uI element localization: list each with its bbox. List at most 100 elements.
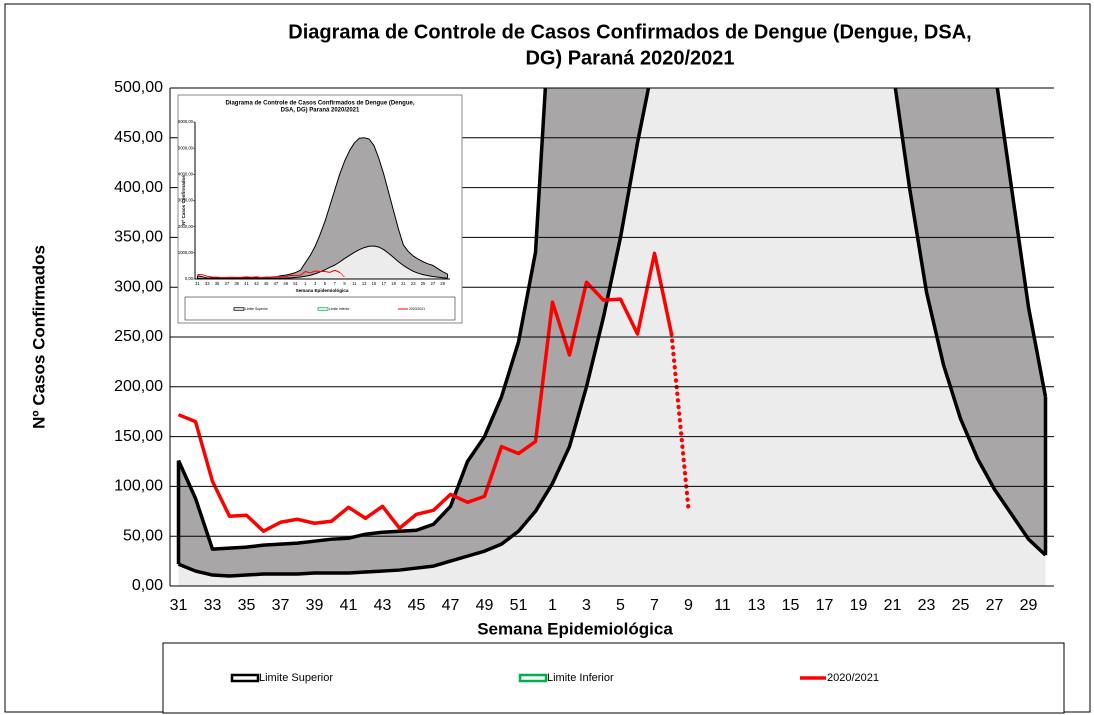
x-tick-label: 27 [431, 281, 436, 286]
legend-label: Limite Superior [259, 672, 333, 684]
x-tick-label: 13 [362, 281, 367, 286]
x-tick-label: 51 [510, 597, 528, 614]
y-axis-label: Nº Casos Confirmados [181, 175, 186, 225]
x-tick-label: 25 [421, 281, 426, 286]
x-tick-label: 29 [440, 281, 445, 286]
y-tick-label: 250,00 [114, 328, 163, 345]
x-tick-label: 19 [391, 281, 396, 286]
x-tick-label: 39 [306, 597, 324, 614]
y-tick-label: 5000,00 [178, 145, 194, 150]
x-tick-label: 33 [204, 597, 222, 614]
series-line [177, 251, 674, 533]
band-area [197, 137, 448, 279]
x-tick-label: 23 [918, 597, 936, 614]
x-tick-label: 33 [205, 281, 210, 286]
series-line-dotted [669, 331, 691, 512]
x-tick-label: 37 [225, 281, 230, 286]
x-axis-label: Semana Epidemiológica [477, 619, 673, 638]
y-tick-label: 0,00 [132, 577, 163, 594]
legend-symbol [518, 673, 548, 683]
chart-title: Diagrama de Controle de Casos Confirmado… [225, 101, 414, 107]
y-tick-label: 200,00 [114, 378, 163, 395]
x-tick-label: 47 [274, 281, 279, 286]
x-tick-label: 23 [411, 281, 416, 286]
x-tick-label: 27 [986, 597, 1004, 614]
x-tick-label: 17 [816, 597, 834, 614]
x-tick-label: 43 [374, 597, 392, 614]
x-tick-label: 41 [244, 281, 249, 286]
main-chart: Diagrama de Controle de Casos Confirmado… [29, 21, 1065, 714]
x-tick-label: 3 [314, 281, 317, 286]
x-tick-label: 49 [283, 281, 288, 286]
x-tick-label: 45 [408, 597, 426, 614]
x-tick-label: 43 [254, 281, 259, 286]
legend-symbol [230, 673, 260, 683]
y-axis-label: Nº Casos Confirmados [29, 245, 48, 429]
x-tick-label: 11 [352, 281, 357, 286]
x-tick-label: 13 [748, 597, 766, 614]
x-tick-label: 21 [884, 597, 902, 614]
y-tick-label: 100,00 [114, 478, 163, 495]
x-tick-label: 51 [293, 281, 298, 286]
x-tick-label: 31 [170, 597, 188, 614]
y-tick-label: 350,00 [114, 229, 163, 246]
legend-label: Limite Superior [245, 307, 269, 311]
x-tick-label: 39 [234, 281, 239, 286]
x-tick-label: 35 [238, 597, 256, 614]
x-tick-label: 1 [548, 597, 557, 614]
x-tick-label: 5 [324, 281, 327, 286]
y-tick-label: 150,00 [114, 428, 163, 445]
x-tick-label: 37 [272, 597, 290, 614]
x-tick-label: 35 [215, 281, 220, 286]
y-tick-label: 450,00 [114, 129, 163, 146]
chart-title: Diagrama de Controle de Casos Confirmado… [288, 21, 971, 43]
series-line [177, 88, 1047, 578]
y-tick-label: 500,00 [114, 79, 163, 96]
x-tick-label: 45 [264, 281, 269, 286]
inset-frame [177, 94, 463, 324]
x-tick-label: 49 [476, 597, 494, 614]
y-tick-label: 6000,00 [178, 119, 194, 124]
y-tick-label: 4000,00 [178, 171, 194, 176]
legend-label: 2020/2021 [409, 307, 425, 311]
x-tick-label: 41 [340, 597, 358, 614]
series-line-dotted [339, 271, 346, 278]
y-tick-label: 0,00 [185, 276, 194, 281]
x-tick-label: 25 [952, 597, 970, 614]
x-tick-label: 15 [782, 597, 800, 614]
legend-label: Limite Inferior [547, 672, 614, 684]
y-tick-label: 400,00 [114, 179, 163, 196]
x-tick-label: 31 [195, 281, 200, 286]
chart-title: DSA, DG) Paraná 2020/2021 [281, 108, 360, 114]
series-line [197, 269, 340, 279]
y-tick-label: 300,00 [114, 278, 163, 295]
legend-box [184, 296, 456, 321]
x-tick-label: 21 [401, 281, 406, 286]
x-tick-label: 3 [582, 597, 591, 614]
x-tick-label: 7 [334, 281, 337, 286]
band-area [197, 246, 448, 279]
legend-label: Limite Inferior [329, 307, 350, 311]
legend-box [162, 642, 1065, 714]
legend-symbol [233, 307, 245, 311]
y-tick-label: 3000,00 [178, 198, 194, 203]
y-tick-label: 1000,00 [178, 250, 194, 255]
legend-symbol [317, 307, 329, 311]
x-tick-label: 9 [684, 597, 693, 614]
x-tick-label: 11 [714, 597, 731, 614]
x-tick-label: 1 [304, 281, 307, 286]
x-tick-label: 17 [381, 281, 386, 286]
y-tick-label: 50,00 [123, 527, 163, 544]
x-tick-label: 15 [372, 281, 377, 286]
y-tick-label: 2000,00 [178, 224, 194, 229]
legend-label: 2020/2021 [827, 672, 879, 684]
x-tick-label: 9 [343, 281, 346, 286]
x-axis-label: Semana Epidemiológica [296, 288, 349, 293]
x-tick-label: 47 [442, 597, 460, 614]
series-line [176, 88, 1048, 551]
chart-title: DG) Paraná 2020/2021 [525, 47, 734, 69]
inset-chart: Diagrama de Controle de Casos Confirmado… [177, 94, 463, 324]
x-tick-label: 19 [850, 597, 868, 614]
